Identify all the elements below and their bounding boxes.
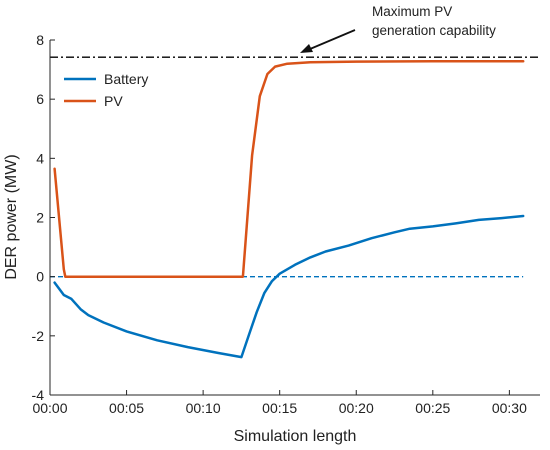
x-tick-label-00-25: 00:25 (415, 400, 450, 416)
legend-label-pv: PV (104, 93, 123, 109)
y-ticks: -4 -2 0 2 4 6 8 (32, 32, 55, 403)
annotation-line-2: generation capability (372, 23, 496, 38)
y-axis-label: DER power (MW) (3, 154, 20, 279)
y-tick-label-0: 0 (36, 269, 44, 285)
y-tick-label-6: 6 (36, 91, 44, 107)
legend: Battery PV (64, 71, 148, 109)
x-tick-label-00-10: 00:10 (186, 400, 221, 416)
x-axis-label: Simulation length (234, 428, 357, 445)
y-tick-label-8: 8 (36, 32, 44, 48)
annotation-arrow-head (300, 44, 313, 53)
annotation-line-1: Maximum PV (372, 4, 452, 19)
x-tick-label-00-30: 00:30 (492, 400, 527, 416)
series-lines (53, 60, 525, 359)
y-tick-label-2: 2 (36, 210, 44, 226)
y-tick-label-2: -2 (32, 328, 45, 344)
annotation: Maximum PV generation capability (300, 4, 496, 53)
annotation-arrow-shaft (309, 29, 356, 50)
x-ticks: 00:00 00:05 00:10 00:15 00:20 00:25 00:30 (32, 390, 527, 416)
reference-lines (50, 56, 540, 278)
x-tick-label-00-20: 00:20 (339, 400, 374, 416)
x-tick-label-00-00: 00:00 (32, 400, 67, 416)
legend-label-battery: Battery (104, 71, 148, 87)
y-tick-label-4: 4 (36, 150, 44, 166)
plot-area (50, 40, 540, 395)
y-tick-label-4: -4 (32, 387, 45, 403)
x-tick-label-00-15: 00:15 (262, 400, 297, 416)
series-line-pv (53, 60, 525, 278)
series-line-battery (53, 214, 525, 359)
x-tick-label-00-05: 00:05 (109, 400, 144, 416)
